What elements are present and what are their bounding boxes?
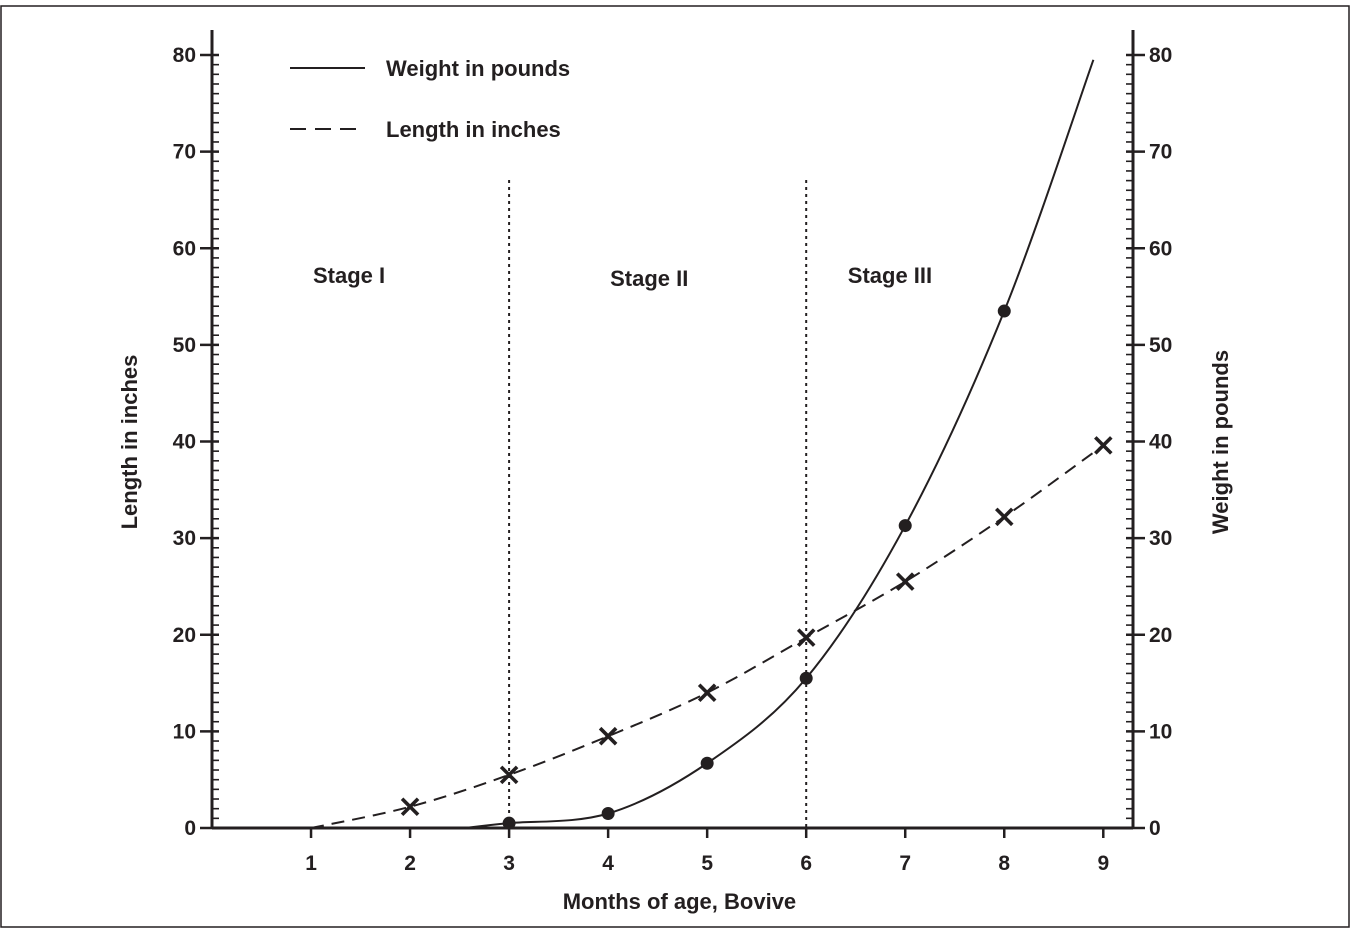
y-right-tick-label: 30 bbox=[1149, 527, 1172, 550]
length-data-point bbox=[598, 726, 618, 746]
x-tick-label: 1 bbox=[305, 852, 317, 875]
weight-data-point bbox=[700, 756, 714, 770]
y-right-tick-label: 40 bbox=[1149, 431, 1172, 454]
legend-entry: Length in inches bbox=[386, 117, 561, 142]
x-tick-label: 7 bbox=[899, 852, 911, 875]
y-right-tick-label: 70 bbox=[1149, 141, 1172, 164]
length-series-line bbox=[310, 444, 1104, 829]
y-axis-left-title: Length in inches bbox=[117, 355, 142, 530]
weight-data-point bbox=[502, 816, 516, 830]
y-right-tick-label: 10 bbox=[1149, 720, 1172, 743]
weight-data-point bbox=[601, 807, 615, 821]
legend-entry: Weight in pounds bbox=[386, 56, 570, 81]
x-tick-label: 9 bbox=[1097, 852, 1109, 875]
length-data-point bbox=[697, 683, 717, 702]
length-data-point bbox=[796, 628, 816, 647]
y-right-tick-label: 50 bbox=[1149, 334, 1172, 357]
x-marker-stroke bbox=[1094, 436, 1113, 455]
x-axis-title: Months of age, Bovive bbox=[563, 889, 796, 914]
x-marker-stroke bbox=[499, 765, 519, 785]
y-right-tick-label: 80 bbox=[1149, 44, 1172, 67]
x-tick-label: 5 bbox=[701, 852, 713, 875]
y-right-tick-label: 20 bbox=[1149, 624, 1172, 647]
length-data-point bbox=[499, 765, 519, 785]
weight-data-point bbox=[799, 671, 813, 685]
y-left-tick-label: 70 bbox=[173, 141, 196, 164]
x-marker-stroke bbox=[400, 797, 420, 817]
stage-label: Stage II bbox=[610, 266, 688, 291]
series-markers bbox=[400, 304, 1113, 830]
x-marker-stroke bbox=[796, 628, 816, 647]
y-axis-right-title: Weight in pounds bbox=[1208, 350, 1233, 534]
y-left-tick-label: 0 bbox=[184, 817, 196, 840]
y-left-tick-label: 10 bbox=[173, 720, 196, 743]
length-data-point bbox=[1094, 436, 1113, 455]
y-left-tick-label: 40 bbox=[173, 431, 196, 454]
stage-label: Stage III bbox=[848, 263, 932, 288]
axes-layer bbox=[200, 30, 1145, 838]
stage-label: Stage I bbox=[313, 263, 385, 288]
weight-data-point bbox=[898, 519, 912, 533]
y-right-tick-label: 60 bbox=[1149, 237, 1172, 260]
length-data-point bbox=[895, 572, 915, 591]
y-left-tick-label: 80 bbox=[173, 44, 196, 67]
x-tick-label: 8 bbox=[998, 852, 1010, 875]
x-tick-label: 3 bbox=[503, 852, 515, 875]
x-tick-label: 2 bbox=[404, 852, 416, 875]
stage-dividers bbox=[508, 180, 808, 828]
chart-text: 0 0 10 10 20 20 30 30 40 40 50 50 60 60 70 70 80 80 1 2 3 4 5 6… bbox=[117, 44, 1233, 914]
weight-data-point bbox=[997, 304, 1011, 318]
y-left-tick-label: 20 bbox=[173, 624, 196, 647]
x-marker-stroke bbox=[598, 726, 618, 746]
y-left-tick-label: 30 bbox=[173, 527, 196, 550]
y-right-tick-label: 0 bbox=[1149, 817, 1161, 840]
x-marker-stroke bbox=[994, 507, 1014, 527]
chart-border bbox=[0, 5, 1350, 928]
y-left-tick-label: 50 bbox=[173, 334, 196, 357]
x-tick-label: 6 bbox=[800, 852, 812, 875]
length-data-point bbox=[400, 797, 420, 817]
y-left-tick-label: 60 bbox=[173, 237, 196, 260]
x-marker-stroke bbox=[697, 683, 717, 702]
length-data-point bbox=[994, 507, 1014, 527]
x-marker-stroke bbox=[895, 572, 915, 591]
x-tick-label: 4 bbox=[602, 852, 614, 875]
